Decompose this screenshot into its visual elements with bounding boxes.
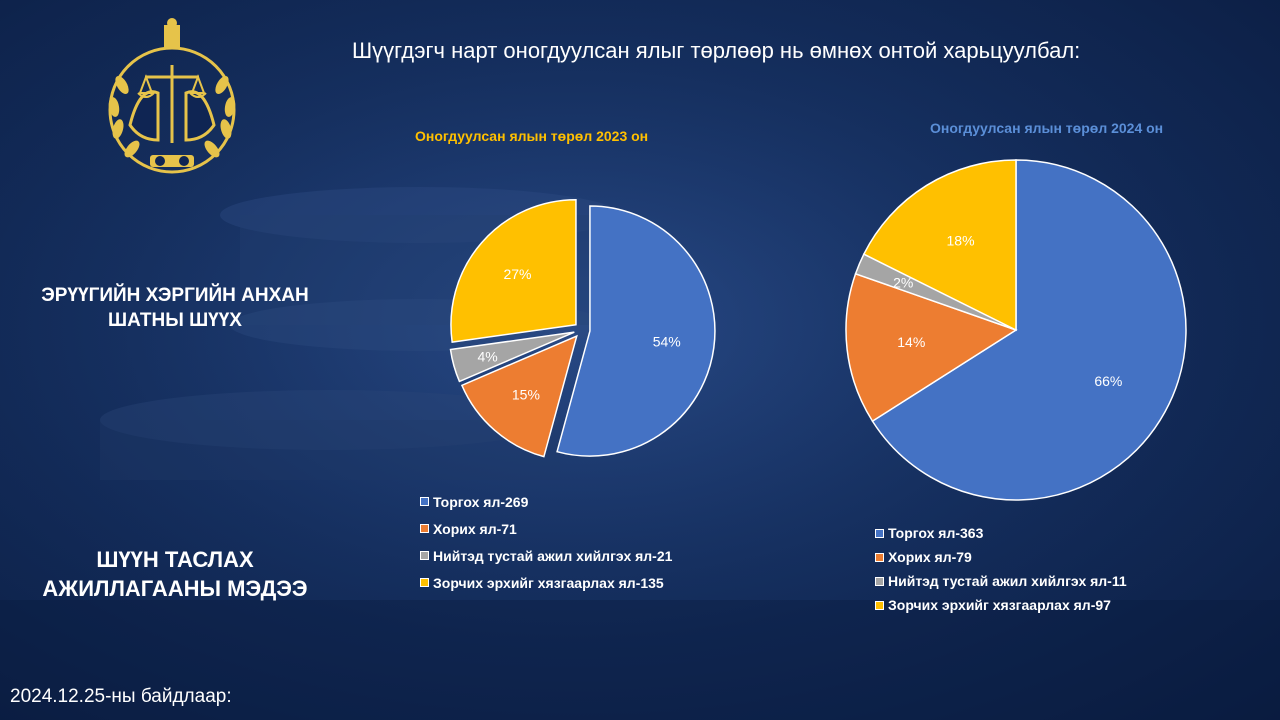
pie-slice: [871, 159, 1187, 501]
court-emblem-logo: [108, 18, 236, 174]
legend-label: Хорих ял-71: [433, 520, 517, 537]
legend-swatch: [420, 551, 429, 560]
legend-swatch: [420, 578, 429, 587]
legend-2023: Торгох ял-269 Хорих ял-71 Нийтэд тустай …: [420, 488, 672, 596]
legend-item: Нийтэд тустай ажил хийлгэх ял-11: [875, 569, 1127, 593]
legend-swatch: [875, 552, 884, 562]
pie-slice-label: 15%: [512, 387, 540, 403]
legend-label: Нийтэд тустай ажил хийлгэх ял-11: [888, 573, 1127, 589]
page-title: Шүүгдэгч нарт оногдуулсан ялыг төрлөөр н…: [352, 38, 1081, 63]
pie-slice: [450, 199, 577, 343]
pie-slice-label: 18%: [947, 232, 975, 248]
legend-label: Хорих ял-79: [888, 549, 972, 565]
pie-slice: [556, 205, 716, 457]
chart-title-2024: Оногдуулсан ялын төрөл 2024 он: [930, 120, 1164, 136]
pie-slice: [449, 331, 575, 383]
legend-item: Торгох ял-363: [875, 521, 1127, 545]
legend-label: Торгох ял-363: [888, 525, 984, 541]
pie-chart-2023: 54% 15% 4% 27%: [449, 199, 716, 458]
court-name-heading: ЭРҮҮГИЙН ХЭРГИЙН АНХАН ШАТНЫ ШҮҮХ: [41, 285, 309, 331]
legend-item: Зорчих эрхийг хязгаарлах ял-135: [420, 569, 672, 596]
legend-swatch: [875, 600, 884, 610]
legend-swatch: [420, 524, 429, 533]
legend-item: Торгох ял-269: [420, 488, 672, 515]
legend-label: Зорчих эрхийг хязгаарлах ял-97: [888, 597, 1111, 613]
report-type-heading: ШҮҮН ТАСЛАХ АЖИЛЛАГААНЫ МЭДЭЭ: [42, 547, 308, 601]
pie-slice-label: 54%: [653, 333, 681, 349]
legend-item: Нийтэд тустай ажил хийлгэх ял-21: [420, 542, 672, 569]
legend-label: Нийтэд тустай ажил хийлгэх ял-21: [433, 547, 673, 564]
pie-slice-label: 4%: [477, 348, 497, 364]
legend-item: Зорчих эрхийг хязгаарлах ял-97: [875, 593, 1127, 617]
legend-swatch: [875, 576, 884, 586]
legend-item: Хорих ял-79: [875, 545, 1127, 569]
pie-slice-label: 2%: [893, 274, 913, 290]
pie-chart-2024: 66% 14% 2% 18%: [845, 159, 1187, 501]
legend-label: Торгох ял-269: [433, 493, 529, 510]
pie-slice-label: 27%: [503, 266, 531, 282]
date-note: 2024.12.25-ны байдлаар:: [10, 686, 232, 707]
legend-2024: Торгох ял-363 Хорих ял-79 Нийтэд тустай …: [875, 521, 1127, 617]
legend-label: Зорчих эрхийг хязгаарлах ял-135: [433, 574, 664, 591]
pie-slice: [862, 159, 1017, 332]
legend-item: Хорих ял-71: [420, 515, 672, 542]
pie-slice-label: 14%: [897, 334, 925, 350]
pie-slice: [460, 334, 578, 458]
pie-slice: [845, 272, 1018, 423]
chart-title-2023: Оногдуулсан ялын төрөл 2023 он: [415, 128, 649, 144]
legend-swatch: [875, 528, 884, 538]
pie-slice-label: 66%: [1094, 373, 1122, 389]
legend-swatch: [420, 497, 429, 506]
